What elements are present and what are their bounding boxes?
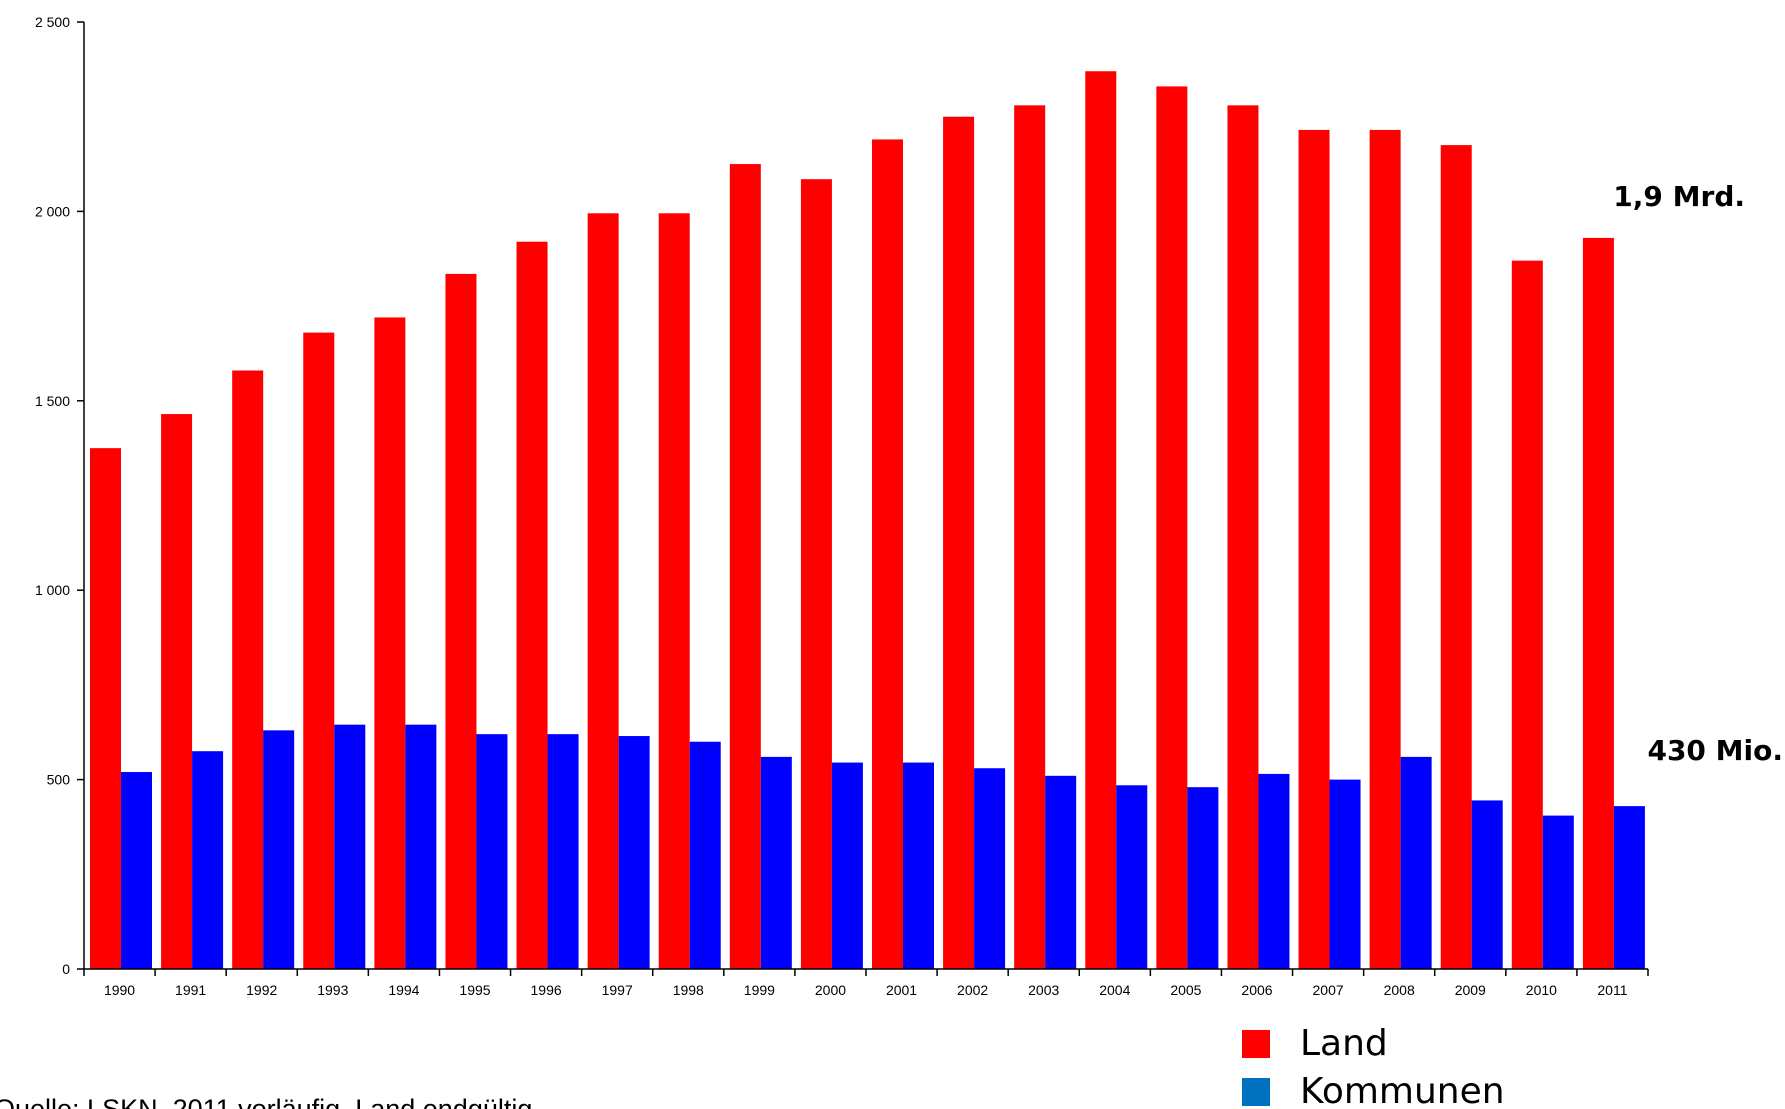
y-tick-label-2000: 2 000 (35, 203, 70, 219)
bar-kommunen-1999 (760, 756, 792, 969)
bar-kommunen-1996 (547, 734, 579, 969)
bar-kommunen-2007 (1329, 779, 1361, 969)
legend-label-kommunen: Kommunen (1300, 1071, 1505, 1109)
bar-land-1997 (587, 213, 619, 969)
bar-kommunen-1992 (263, 730, 295, 969)
bar-land-1990 (90, 448, 121, 969)
bar-land-1999 (729, 164, 761, 970)
x-tick-label-1995: 1995 (459, 982, 490, 998)
bar-kommunen-1994 (405, 724, 437, 969)
annotation-land-2011: 1,9 Mrd. (1613, 180, 1745, 213)
bar-kommunen-1993 (334, 724, 366, 969)
bar-land-2009 (1440, 145, 1472, 970)
bar-kommunen-2011 (1613, 806, 1645, 969)
x-tick-label-1991: 1991 (175, 982, 206, 998)
bar-land-1996 (516, 241, 548, 970)
x-tick-label-2004: 2004 (1099, 982, 1130, 998)
x-tick-label-2007: 2007 (1313, 982, 1344, 998)
bar-kommunen-2005 (1187, 787, 1219, 969)
y-tick-label-1000: 1 000 (35, 582, 70, 598)
bar-kommunen-1997 (618, 736, 650, 969)
source-note: Quelle: LSKN, 2011 vorläufig, Land endgü… (0, 1094, 532, 1109)
y-tick-label-2500: 2 500 (35, 14, 70, 30)
x-tick-label-1992: 1992 (246, 982, 277, 998)
bar-land-2010 (1511, 260, 1543, 969)
bar-kommunen-1998 (689, 741, 721, 969)
y-tick-label-500: 500 (47, 772, 71, 788)
bar-land-2002 (943, 116, 975, 969)
x-tick-label-2010: 2010 (1526, 982, 1557, 998)
bars-group (90, 71, 1645, 970)
bar-land-1994 (374, 317, 406, 969)
x-tick-label-2011: 2011 (1597, 982, 1627, 998)
bar-kommunen-2004 (1116, 785, 1148, 969)
x-tick-label-2000: 2000 (815, 982, 846, 998)
bar-land-2011 (1582, 237, 1614, 969)
x-tick-label-1999: 1999 (744, 982, 775, 998)
x-tick-label-1993: 1993 (317, 982, 348, 998)
bar-land-2005 (1156, 86, 1188, 969)
legend-label-land: Land (1300, 1023, 1388, 1064)
bar-land-2003 (1014, 105, 1046, 969)
legend-swatch-kommunen (1242, 1078, 1270, 1106)
bar-kommunen-2002 (974, 768, 1006, 969)
bar-land-2004 (1085, 71, 1117, 969)
bar-kommunen-1991 (192, 751, 224, 969)
y-tick-label-1500: 1 500 (35, 393, 70, 409)
bar-kommunen-2009 (1471, 800, 1503, 969)
bar-land-2008 (1369, 129, 1401, 969)
bar-land-2001 (872, 139, 903, 970)
annotation-kommunen-2011: 430 Mio. (1647, 734, 1783, 767)
bar-land-1993 (303, 332, 335, 970)
x-tick-label-2008: 2008 (1384, 982, 1415, 998)
x-tick-label-2001: 2001 (886, 982, 917, 998)
bar-kommunen-2001 (903, 762, 934, 969)
axes-group (77, 21, 1649, 976)
x-tick-label-2006: 2006 (1241, 982, 1272, 998)
x-tick-label-1994: 1994 (388, 982, 419, 998)
bar-land-2006 (1227, 105, 1259, 969)
legend: Land Kommunen (1242, 1023, 1505, 1109)
x-tick-label-1990: 1990 (104, 982, 135, 998)
bar-kommunen-2008 (1400, 756, 1432, 969)
bar-kommunen-2000 (831, 762, 863, 969)
bar-land-2007 (1298, 129, 1330, 969)
bar-land-2000 (800, 179, 832, 969)
x-tick-label-2002: 2002 (957, 982, 988, 998)
bar-kommunen-1990 (121, 772, 152, 969)
labels-group: 0 500 1 000 1 500 2 000 2 500 1990 1991 1992 1993… (35, 14, 1628, 998)
y-tick-label-0: 0 (62, 961, 70, 977)
bar-kommunen-2003 (1045, 775, 1077, 969)
x-tick-label-2003: 2003 (1028, 982, 1059, 998)
x-tick-label-1996: 1996 (531, 982, 562, 998)
x-tick-label-2005: 2005 (1170, 982, 1201, 998)
bar-land-1995 (445, 273, 477, 970)
bar-land-1992 (232, 370, 264, 970)
bar-kommunen-2010 (1542, 815, 1574, 969)
bar-kommunen-2006 (1258, 773, 1290, 969)
bar-land-1998 (658, 213, 690, 969)
bar-kommunen-1995 (476, 734, 508, 969)
x-tick-label-1998: 1998 (673, 982, 704, 998)
legend-swatch-land (1242, 1030, 1270, 1058)
x-tick-label-1997: 1997 (602, 982, 633, 998)
x-tick-label-2009: 2009 (1455, 982, 1486, 998)
bar-land-1991 (161, 414, 193, 970)
